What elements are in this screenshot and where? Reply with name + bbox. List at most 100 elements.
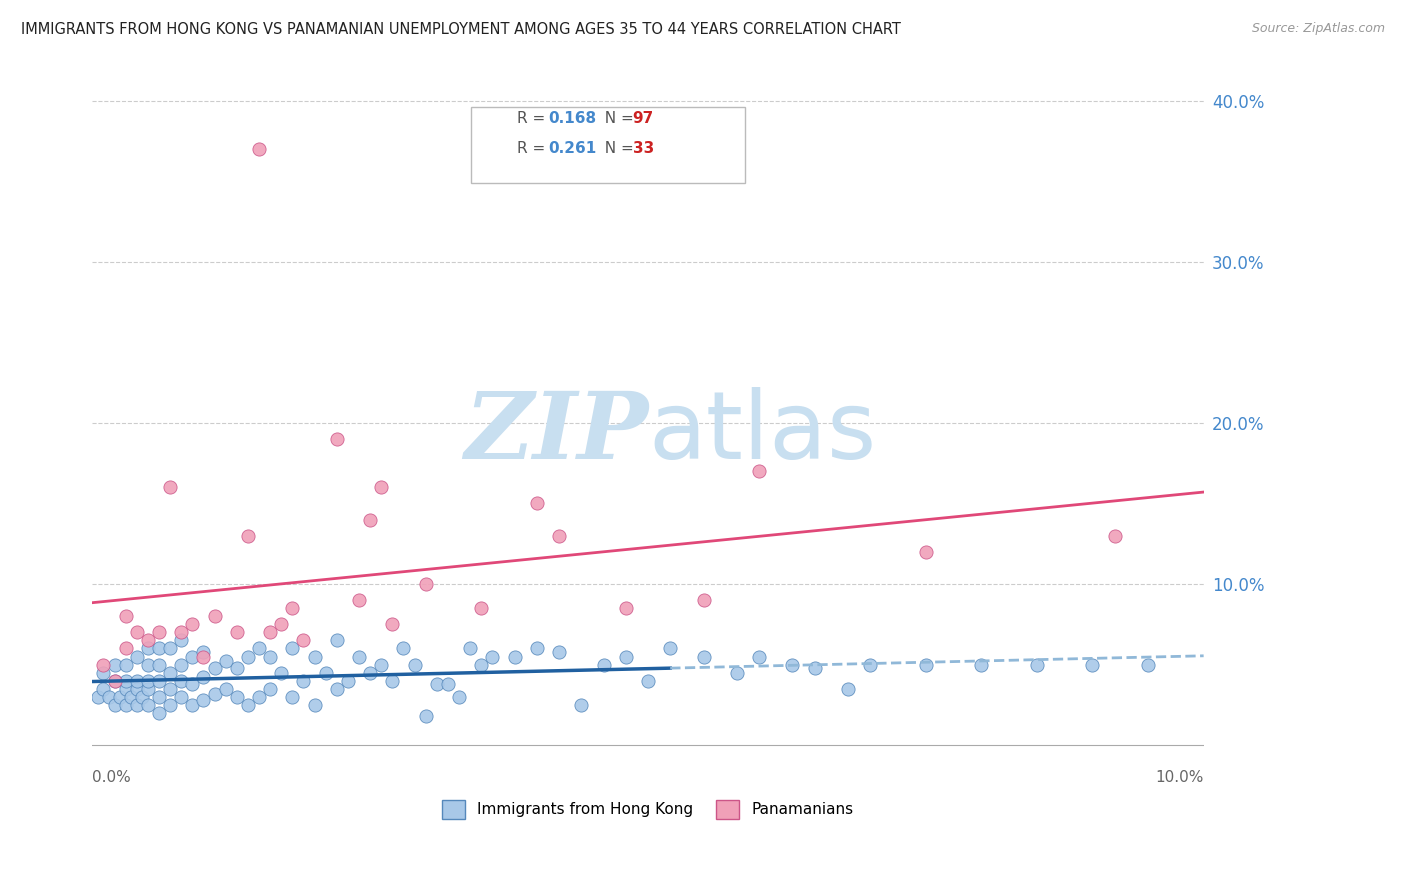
- Point: [114, 673, 136, 688]
- Point: [136, 698, 159, 712]
- Text: R =: R =: [517, 142, 551, 156]
- Point: [370, 657, 392, 672]
- Point: [270, 617, 292, 632]
- Text: 0.168: 0.168: [548, 112, 596, 126]
- Point: [458, 641, 481, 656]
- Point: [159, 480, 181, 494]
- Point: [247, 690, 270, 704]
- Point: [326, 432, 349, 446]
- Point: [98, 690, 121, 704]
- Point: [159, 665, 181, 680]
- Point: [637, 673, 659, 688]
- Point: [225, 690, 247, 704]
- Point: [114, 609, 136, 624]
- Text: atlas: atlas: [648, 387, 876, 479]
- Text: N =: N =: [595, 112, 638, 126]
- Point: [93, 657, 115, 672]
- Text: 33: 33: [633, 142, 654, 156]
- Point: [437, 677, 460, 691]
- Point: [103, 673, 125, 688]
- Point: [970, 657, 993, 672]
- Point: [170, 673, 193, 688]
- Point: [204, 609, 226, 624]
- Point: [125, 673, 148, 688]
- Point: [470, 601, 492, 615]
- Point: [837, 681, 859, 696]
- Text: 97: 97: [633, 112, 654, 126]
- Point: [181, 677, 204, 691]
- Point: [336, 673, 359, 688]
- Point: [748, 649, 770, 664]
- Point: [859, 657, 882, 672]
- Point: [170, 657, 193, 672]
- Point: [292, 673, 315, 688]
- Point: [281, 690, 304, 704]
- Point: [548, 645, 571, 659]
- Point: [114, 681, 136, 696]
- Point: [247, 142, 270, 156]
- Point: [270, 665, 292, 680]
- Point: [614, 601, 637, 615]
- Text: ZIP: ZIP: [464, 388, 648, 478]
- Point: [136, 657, 159, 672]
- Point: [914, 657, 936, 672]
- Point: [136, 641, 159, 656]
- Point: [204, 687, 226, 701]
- Point: [304, 649, 326, 664]
- Point: [326, 681, 349, 696]
- Point: [415, 709, 437, 723]
- Text: R =: R =: [517, 112, 551, 126]
- Point: [692, 593, 714, 607]
- Point: [359, 513, 381, 527]
- Point: [131, 690, 153, 704]
- Point: [614, 649, 637, 664]
- Point: [108, 690, 131, 704]
- Point: [259, 649, 281, 664]
- Point: [281, 601, 304, 615]
- Point: [692, 649, 714, 664]
- Point: [347, 593, 370, 607]
- Point: [136, 633, 159, 648]
- Point: [181, 698, 204, 712]
- Point: [659, 641, 682, 656]
- Point: [148, 657, 170, 672]
- Point: [114, 657, 136, 672]
- Point: [215, 654, 238, 668]
- Point: [236, 649, 259, 664]
- Point: [526, 641, 548, 656]
- Point: [159, 698, 181, 712]
- Point: [725, 665, 748, 680]
- Point: [481, 649, 503, 664]
- Point: [1081, 657, 1104, 672]
- Point: [136, 681, 159, 696]
- Point: [1137, 657, 1160, 672]
- Point: [304, 698, 326, 712]
- Point: [782, 657, 804, 672]
- Point: [914, 545, 936, 559]
- Text: 0.0%: 0.0%: [93, 770, 131, 785]
- Point: [193, 649, 215, 664]
- Point: [470, 657, 492, 672]
- Point: [548, 529, 571, 543]
- Point: [247, 641, 270, 656]
- Point: [569, 698, 592, 712]
- Point: [347, 649, 370, 664]
- Point: [326, 633, 349, 648]
- Point: [159, 681, 181, 696]
- Point: [281, 641, 304, 656]
- Point: [125, 625, 148, 640]
- Point: [315, 665, 337, 680]
- Point: [148, 625, 170, 640]
- Point: [526, 496, 548, 510]
- Point: [148, 706, 170, 720]
- Point: [204, 661, 226, 675]
- Point: [148, 690, 170, 704]
- Point: [215, 681, 238, 696]
- Point: [426, 677, 449, 691]
- Text: 10.0%: 10.0%: [1156, 770, 1204, 785]
- Point: [236, 698, 259, 712]
- Point: [404, 657, 426, 672]
- Point: [225, 625, 247, 640]
- Point: [136, 673, 159, 688]
- Point: [125, 698, 148, 712]
